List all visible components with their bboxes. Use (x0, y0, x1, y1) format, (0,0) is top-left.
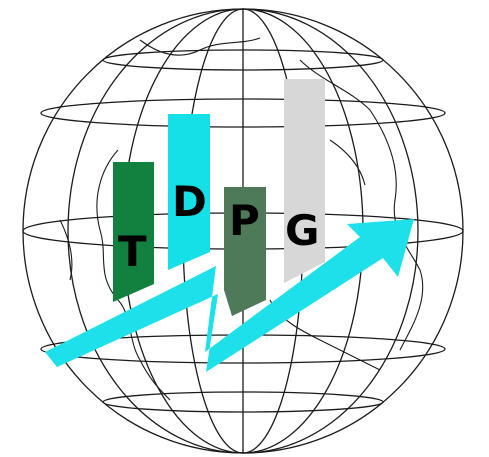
bar-group (113, 79, 325, 316)
bar-letters: T D P G (118, 177, 319, 276)
letter-d: D (172, 177, 207, 226)
bar-g (284, 79, 325, 283)
letter-g: G (285, 206, 319, 255)
bar-d (168, 114, 210, 270)
letter-p: P (229, 196, 260, 245)
letter-t: T (118, 227, 147, 276)
rising-arrow-icon (45, 219, 414, 372)
bar-t (113, 162, 154, 302)
bar-p (224, 187, 266, 316)
